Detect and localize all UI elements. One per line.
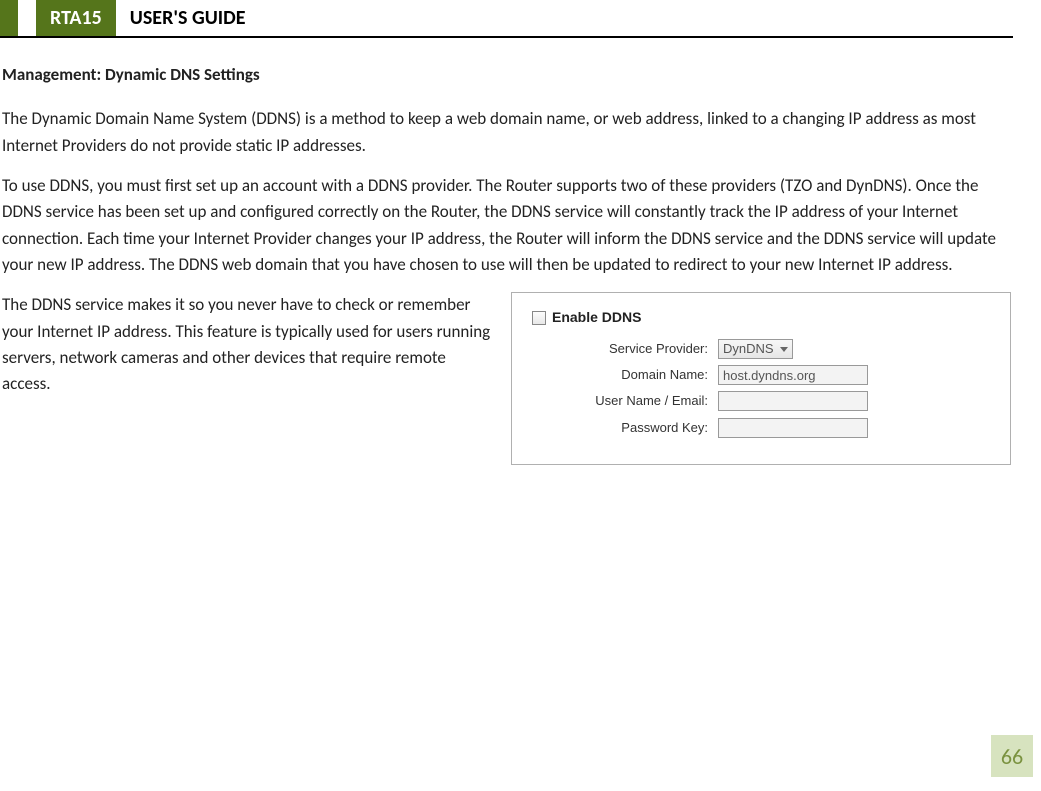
product-badge: RTA15	[36, 0, 116, 36]
password-row: Password Key:	[528, 418, 994, 438]
username-label: User Name / Email:	[528, 391, 718, 411]
intro-paragraph-1: The Dynamic Domain Name System (DDNS) is…	[2, 106, 1011, 159]
intro-paragraph-3: The DDNS service makes it so you never h…	[2, 292, 491, 397]
domain-label: Domain Name:	[528, 365, 718, 385]
ddns-settings-panel: Enable DDNS Service Provider: DynDNS Dom…	[511, 292, 1011, 464]
intro-paragraph-2: To use DDNS, you must first set up an ac…	[2, 173, 1011, 278]
document-title: USER'S GUIDE	[116, 0, 260, 36]
enable-ddns-row: Enable DDNS	[528, 307, 994, 329]
password-input[interactable]	[718, 418, 868, 438]
username-input[interactable]	[718, 391, 868, 411]
provider-label: Service Provider:	[528, 339, 718, 359]
provider-row: Service Provider: DynDNS	[528, 339, 994, 359]
header-stub	[0, 0, 18, 36]
provider-select[interactable]: DynDNS	[718, 339, 793, 359]
chevron-down-icon	[780, 347, 788, 352]
domain-input[interactable]: host.dyndns.org	[718, 365, 868, 385]
provider-value: DynDNS	[723, 339, 774, 359]
password-label: Password Key:	[528, 418, 718, 438]
document-header: RTA15 USER'S GUIDE	[0, 0, 1013, 38]
page-number-badge: 66	[991, 735, 1033, 777]
enable-ddns-label: Enable DDNS	[552, 307, 641, 329]
section-heading: Management: Dynamic DNS Settings	[2, 62, 1011, 88]
username-row: User Name / Email:	[528, 391, 994, 411]
enable-ddns-checkbox[interactable]	[532, 311, 546, 325]
page-content: Management: Dynamic DNS Settings The Dyn…	[0, 38, 1041, 465]
domain-row: Domain Name: host.dyndns.org	[528, 365, 994, 385]
